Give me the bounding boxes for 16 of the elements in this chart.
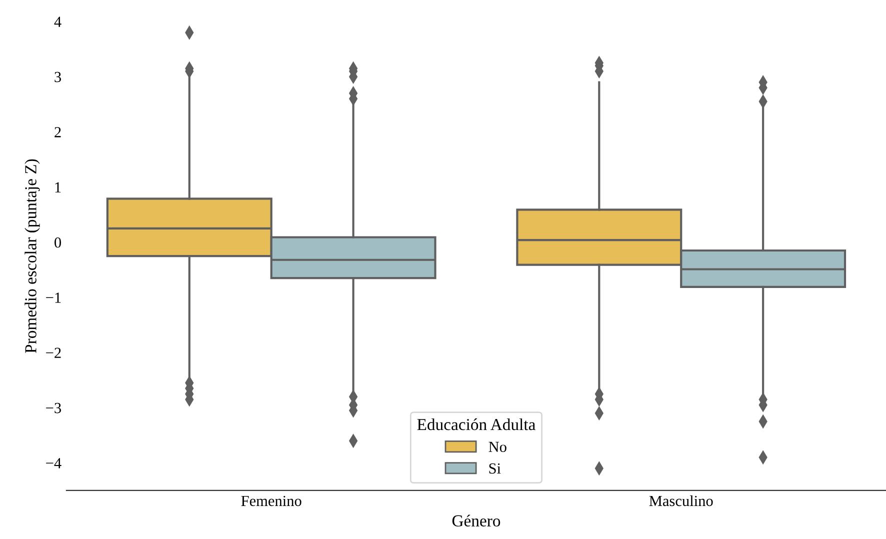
y-tick-label: 0 <box>54 237 62 248</box>
legend-label: No <box>488 442 506 452</box>
y-tick-label: −2 <box>46 348 61 358</box>
y-tick-label: −1 <box>46 292 61 303</box>
y-tick-label: 2 <box>54 127 61 138</box>
y-tick-label: −4 <box>46 458 62 468</box>
x-axis-title: Género <box>452 514 500 526</box>
y-tick-label: 4 <box>54 16 62 27</box>
y-axis-title: Promedio escolar (puntaje Z) <box>24 159 40 353</box>
y-tick-label: 1 <box>55 182 61 192</box>
legend-label: Si <box>489 463 501 474</box>
legend-title: Educación Adulta <box>417 418 536 430</box>
x-tick-label: Masculino <box>649 495 713 506</box>
x-tick-label: Femenino <box>241 496 302 506</box>
y-tick-label: 3 <box>54 72 61 82</box>
y-tick-label: −3 <box>46 402 61 414</box>
